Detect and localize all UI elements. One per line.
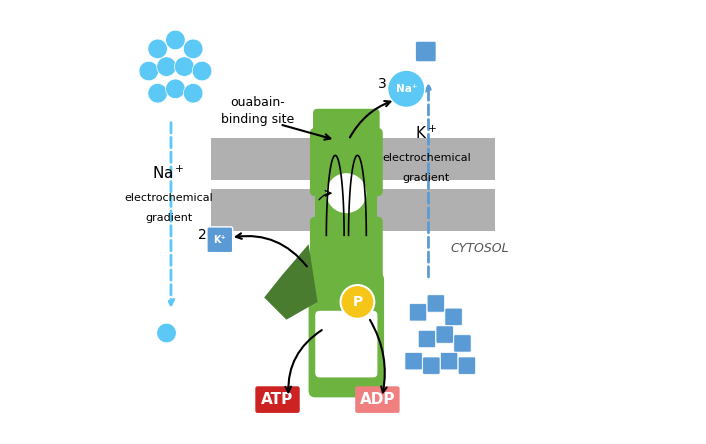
- Circle shape: [388, 70, 425, 107]
- FancyBboxPatch shape: [409, 304, 426, 321]
- Circle shape: [340, 285, 374, 319]
- Circle shape: [192, 61, 212, 81]
- Text: electrochemical: electrochemical: [382, 153, 471, 163]
- FancyBboxPatch shape: [418, 330, 436, 348]
- FancyBboxPatch shape: [207, 227, 233, 253]
- Circle shape: [326, 173, 366, 213]
- Bar: [316, 138, 378, 231]
- Circle shape: [139, 61, 159, 81]
- Circle shape: [148, 83, 167, 103]
- Text: CYTOSOL: CYTOSOL: [450, 242, 509, 255]
- FancyBboxPatch shape: [423, 357, 440, 374]
- Text: ouabain-
binding site: ouabain- binding site: [221, 96, 294, 126]
- FancyBboxPatch shape: [405, 353, 422, 370]
- FancyBboxPatch shape: [310, 128, 383, 196]
- Text: Na⁺: Na⁺: [395, 84, 417, 94]
- FancyBboxPatch shape: [427, 295, 445, 312]
- Text: 2: 2: [198, 228, 206, 242]
- Circle shape: [184, 83, 203, 103]
- Circle shape: [166, 30, 185, 50]
- Text: K⁺: K⁺: [213, 235, 226, 245]
- Circle shape: [184, 39, 203, 59]
- FancyBboxPatch shape: [416, 41, 436, 62]
- Text: 3: 3: [378, 77, 386, 91]
- FancyBboxPatch shape: [313, 109, 380, 144]
- Text: electrochemical: electrochemical: [124, 193, 213, 202]
- Text: Na$^+$: Na$^+$: [152, 165, 185, 182]
- Text: ATP: ATP: [261, 392, 294, 407]
- FancyBboxPatch shape: [454, 335, 471, 352]
- Circle shape: [157, 57, 176, 76]
- Text: gradient: gradient: [145, 213, 192, 222]
- FancyBboxPatch shape: [211, 189, 495, 231]
- Text: ADP: ADP: [359, 392, 395, 407]
- FancyBboxPatch shape: [310, 217, 383, 289]
- FancyBboxPatch shape: [355, 386, 400, 413]
- FancyBboxPatch shape: [445, 308, 462, 325]
- Text: K$^+$: K$^+$: [415, 125, 437, 142]
- Polygon shape: [264, 244, 318, 320]
- FancyBboxPatch shape: [256, 386, 300, 413]
- FancyBboxPatch shape: [458, 357, 476, 374]
- FancyBboxPatch shape: [441, 353, 457, 370]
- Circle shape: [148, 39, 167, 59]
- FancyBboxPatch shape: [309, 273, 384, 397]
- Text: P: P: [352, 295, 363, 309]
- Circle shape: [166, 79, 185, 99]
- Circle shape: [157, 323, 176, 343]
- FancyBboxPatch shape: [316, 311, 378, 377]
- FancyBboxPatch shape: [436, 326, 453, 343]
- Text: gradient: gradient: [402, 173, 450, 182]
- FancyBboxPatch shape: [211, 138, 495, 180]
- Circle shape: [174, 57, 194, 76]
